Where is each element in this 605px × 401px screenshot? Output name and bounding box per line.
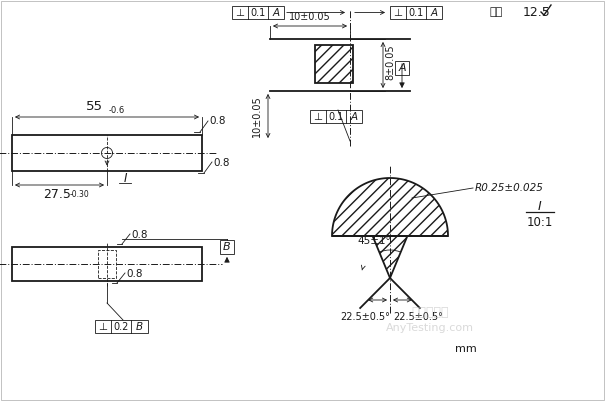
Text: ⊥: ⊥	[235, 8, 244, 18]
Text: I: I	[538, 200, 542, 213]
Bar	[310, 110, 362, 123]
Text: 10±0.05: 10±0.05	[252, 95, 262, 137]
Text: R0.25±0.025: R0.25±0.025	[475, 183, 544, 193]
Text: -0.30: -0.30	[70, 190, 90, 199]
Text: A: A	[272, 8, 280, 18]
Text: 12.5: 12.5	[523, 6, 551, 18]
Bar	[12, 247, 202, 281]
Text: B: B	[136, 322, 143, 332]
Bar	[395, 61, 409, 75]
Text: I: I	[123, 172, 127, 186]
Text: 0.8: 0.8	[126, 269, 143, 279]
Text: 其余: 其余	[490, 7, 503, 17]
Text: 22.5±0.5°: 22.5±0.5°	[393, 312, 443, 322]
Polygon shape	[332, 178, 448, 278]
Text: A: A	[430, 8, 437, 18]
Text: ⊥: ⊥	[393, 8, 402, 18]
Text: 55: 55	[86, 100, 103, 113]
Text: 0.8: 0.8	[131, 230, 148, 240]
Bar	[232, 6, 284, 19]
Text: AnyTesting.com: AnyTesting.com	[386, 323, 474, 333]
Text: ⊥: ⊥	[99, 322, 108, 332]
Text: 0.2: 0.2	[113, 322, 129, 332]
Text: 22.5±0.5°: 22.5±0.5°	[340, 312, 390, 322]
Bar	[315, 45, 353, 83]
Bar	[390, 6, 442, 19]
Bar	[98, 250, 116, 278]
Text: 0.1: 0.1	[329, 111, 344, 122]
Bar	[12, 135, 202, 171]
Text: 嘉峡检测网: 嘉峡检测网	[411, 306, 449, 320]
Text: 10±0.05: 10±0.05	[289, 12, 331, 22]
Text: -0.6: -0.6	[109, 106, 125, 115]
Text: 0.8: 0.8	[209, 116, 226, 126]
Text: 27.5: 27.5	[44, 188, 71, 201]
Text: A: A	[350, 111, 358, 122]
Bar	[95, 320, 148, 333]
Text: B: B	[223, 242, 231, 252]
Bar	[220, 240, 234, 254]
Text: 0.1: 0.1	[408, 8, 423, 18]
Text: A: A	[398, 63, 406, 73]
Text: 45±1°: 45±1°	[357, 236, 391, 246]
Text: 0.8: 0.8	[213, 158, 229, 168]
Text: ⊥: ⊥	[313, 111, 322, 122]
Text: 0.1: 0.1	[250, 8, 266, 18]
Text: 8±0.05: 8±0.05	[385, 44, 395, 80]
Text: 10:1: 10:1	[527, 215, 553, 229]
Text: mm: mm	[455, 344, 477, 354]
